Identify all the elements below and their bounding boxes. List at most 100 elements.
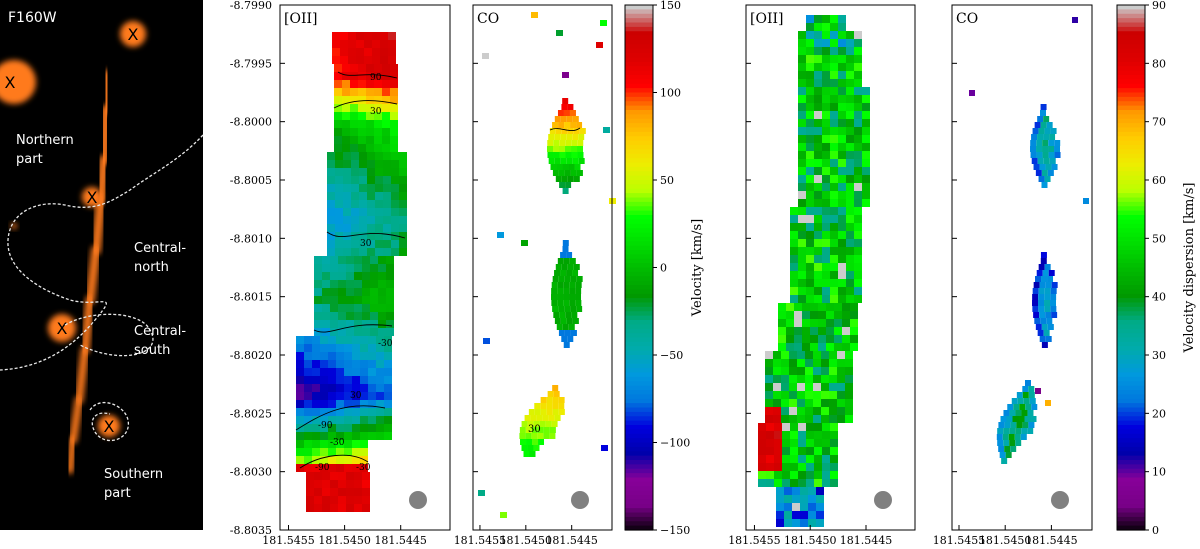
colorbar-step (1117, 61, 1145, 67)
velocity-pixel (304, 448, 312, 456)
velocity-pixel (330, 256, 338, 264)
dispersion-pixel (838, 295, 846, 303)
dispersion-pixel (822, 455, 830, 463)
dispersion-pixel (854, 167, 862, 175)
colorbar-step (1117, 5, 1145, 10)
velocity-pixel (346, 296, 354, 304)
velocity-pixel (312, 408, 320, 416)
velocity-pixel (320, 352, 328, 360)
dispersion-pixel (837, 383, 845, 391)
contour-label: -30 (330, 438, 345, 448)
colorbar-step (625, 101, 653, 107)
co-dispersion-pixel (1046, 122, 1053, 128)
x-tick-label: 181.5455 (933, 534, 986, 547)
velocity-pixel (322, 264, 330, 272)
velocity-pixel (366, 96, 374, 104)
velocity-pixel (350, 136, 358, 144)
colorbar-step (625, 5, 653, 10)
velocity-pixel (314, 288, 322, 296)
co-velocity-pixel (545, 421, 552, 427)
velocity-pixel (384, 408, 392, 416)
velocity-pixel (314, 296, 322, 304)
dispersion-pixel (829, 351, 837, 359)
dispersion-pixel (862, 167, 870, 175)
co-velocity-pixel (569, 282, 576, 288)
dispersion-pixel (766, 439, 774, 447)
colorbar-step (1117, 162, 1145, 168)
co-dispersion-pixel (1047, 276, 1054, 282)
velocity-pixel (334, 104, 342, 112)
velocity-pixel (328, 408, 336, 416)
velocity-pixel (367, 192, 375, 200)
velocity-pixel (320, 416, 328, 424)
colorbar-tick-label: 70 (1152, 116, 1166, 129)
velocity-pixel (359, 192, 367, 200)
dispersion-pixel (838, 215, 846, 223)
dispersion-pixel (797, 351, 805, 359)
velocity-pixel (376, 344, 384, 352)
co-velocity-pixel (570, 306, 577, 312)
dispersion-pixel (810, 343, 818, 351)
colorbar-step (1117, 368, 1145, 374)
dispersion-pixel (773, 359, 781, 367)
velocity-pixel (359, 160, 367, 168)
dispersion-pixel (781, 415, 789, 423)
dispersion-pixel (814, 119, 822, 127)
co-velocity-pixel (557, 288, 564, 294)
velocity-pixel (375, 176, 383, 184)
colorbar-step (1117, 363, 1145, 369)
co-dispersion-pixel (1054, 140, 1061, 146)
dispersion-pixel (838, 31, 846, 39)
velocity-pixel (351, 208, 359, 216)
co-dispersion-pixel (1036, 152, 1043, 158)
co-velocity-pixel (564, 330, 571, 336)
velocity-pixel (296, 352, 304, 360)
dispersion-pixel (830, 39, 838, 47)
co-velocity-pixel (552, 397, 559, 403)
galaxy-streak-segment (100, 69, 113, 116)
dispersion-pixel (774, 431, 782, 439)
co-velocity-pixel (559, 182, 566, 188)
velocity-pixel (304, 424, 312, 432)
dispersion-pixel (794, 311, 802, 319)
velocity-pixel (354, 320, 362, 328)
dispersion-pixel (806, 63, 814, 71)
velocity-pixel (314, 472, 322, 480)
velocity-pixel (320, 336, 328, 344)
contour-label: 90 (370, 73, 382, 83)
velocity-pixel (336, 384, 344, 392)
colorbar-tick-label: 80 (1152, 57, 1166, 70)
co-dispersion-pixel (1003, 440, 1010, 446)
co-velocity-pixel (559, 146, 566, 152)
dispersion-pixel (822, 87, 830, 95)
colorbar-step (1117, 486, 1145, 492)
velocity-pixel (388, 48, 396, 56)
dispersion-pixel (765, 359, 773, 367)
dispersion-pixel (837, 375, 845, 383)
co-velocity-pixel (561, 104, 568, 110)
co-velocity-pixel (558, 306, 565, 312)
co-dispersion-pixel (1021, 428, 1028, 434)
velocity-pixel (375, 152, 383, 160)
dispersion-pixel (838, 39, 846, 47)
dispersion-pixel (773, 415, 781, 423)
dispersion-pixel (829, 375, 837, 383)
dispersion-pixel (838, 175, 846, 183)
dispersion-pixel (837, 415, 845, 423)
velocity-pixel (362, 272, 370, 280)
velocity-pixel (328, 440, 336, 448)
co-dispersion-pixel (1045, 164, 1052, 170)
co-velocity-pixel (571, 152, 578, 158)
colorbar-step (1117, 376, 1145, 382)
dispersion-pixel (818, 311, 826, 319)
velocity-contour (326, 231, 406, 239)
colorbar-step (1117, 101, 1145, 107)
galaxy-streak-segment (95, 154, 110, 206)
dispersion-pixel (765, 407, 773, 415)
dispersion-pixel (816, 487, 824, 495)
velocity-pixel (312, 336, 320, 344)
dispersion-pixel (814, 39, 822, 47)
dispersion-pixel (846, 47, 854, 55)
colorbar-step (625, 271, 653, 277)
